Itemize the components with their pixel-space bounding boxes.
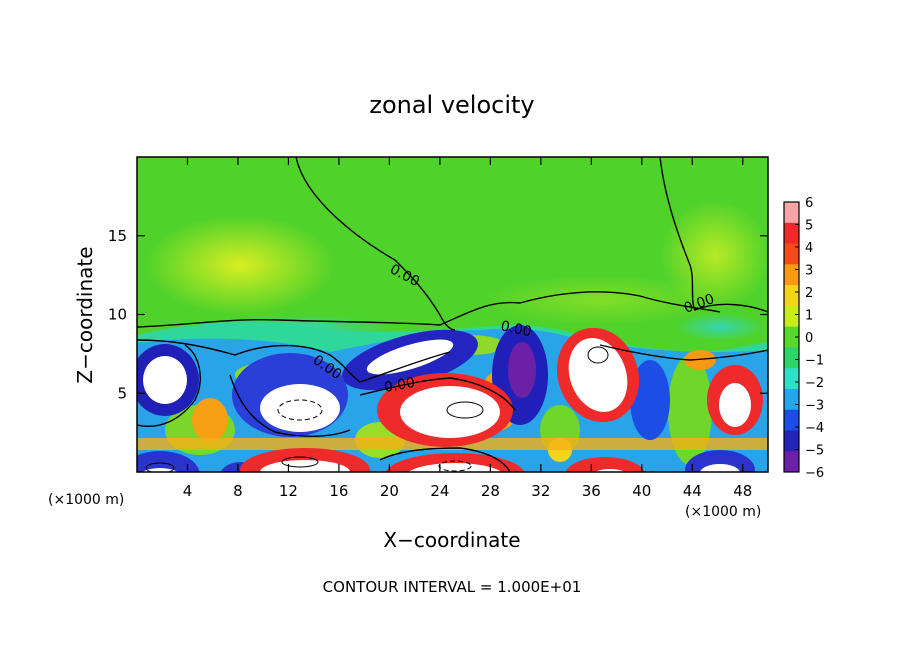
colorbar-swatch	[784, 264, 799, 286]
y-tick-label: 5	[117, 384, 127, 402]
colorbar-swatch	[784, 368, 799, 390]
y-tick-label: 10	[108, 306, 127, 324]
colorbar-swatch	[784, 202, 799, 224]
colorbar-tick-label: 4	[805, 241, 813, 256]
x-tick-label: 8	[233, 482, 243, 500]
colorbar-tick-label: −4	[805, 421, 824, 436]
colorbar-swatch	[784, 243, 799, 265]
x-tick-label: 36	[582, 482, 601, 500]
x-tick-label: 16	[329, 482, 348, 500]
colorbar-tick-label: 1	[805, 309, 813, 324]
colorbar-swatch	[784, 451, 799, 473]
colorbar-tick-label: −2	[805, 376, 824, 391]
x-tick-label: 44	[683, 482, 702, 500]
x-tick-label: 40	[632, 482, 651, 500]
colorbar-swatch	[784, 430, 799, 452]
colorbar-tick-label: 2	[805, 286, 813, 301]
colorbar-swatch	[784, 409, 799, 431]
x-tick-label: 28	[481, 482, 500, 500]
colorbar-tick-label: 3	[805, 264, 813, 279]
colorbar-swatch	[784, 222, 799, 245]
colorbar-tick-label: 6	[805, 196, 813, 211]
x-tick-label: 32	[531, 482, 550, 500]
x-unit-left: (×1000 m)	[48, 492, 124, 508]
colorbar-tick-label: −1	[805, 354, 824, 369]
colorbar-swatch	[784, 326, 799, 348]
y-axis-label: Z−coordinate	[73, 246, 97, 383]
colorbar-tick-label: −6	[805, 466, 824, 481]
x-axis-label: X−coordinate	[383, 528, 520, 552]
colorbar-tick-label: 5	[805, 219, 813, 234]
x-tick-label: 20	[380, 482, 399, 500]
colorbar-swatch	[784, 388, 799, 411]
contour-label: 0.00	[499, 318, 533, 340]
y-tick-label: 15	[108, 227, 127, 245]
colorbar-tick-label: −3	[805, 399, 824, 414]
colorbar-swatch	[784, 347, 799, 369]
colorbar: 6 5 4 3 2 1 0 −1 −2 −3 −4 −5 −6	[783, 196, 824, 481]
colorbar-tick-label: −5	[805, 444, 824, 459]
x-axis: 4 8 12 16 20 24 28 32 36 40 44 48	[183, 157, 752, 500]
colorbar-tick-label: 0	[805, 331, 813, 346]
x-tick-label: 48	[733, 482, 752, 500]
x-unit-right: (×1000 m)	[685, 504, 761, 520]
footer-note: CONTOUR INTERVAL = 1.000E+01	[323, 578, 582, 596]
contour-label: 0.00	[383, 375, 416, 396]
x-tick-label: 12	[279, 482, 298, 500]
heatmap-field	[137, 157, 768, 472]
x-tick-label: 24	[430, 482, 449, 500]
colorbar-swatch	[784, 305, 799, 328]
colorbar-swatch	[784, 285, 799, 307]
x-tick-label: 4	[183, 482, 193, 500]
chart-title: zonal velocity	[369, 91, 534, 119]
y-axis: 5 10 15	[108, 227, 768, 402]
